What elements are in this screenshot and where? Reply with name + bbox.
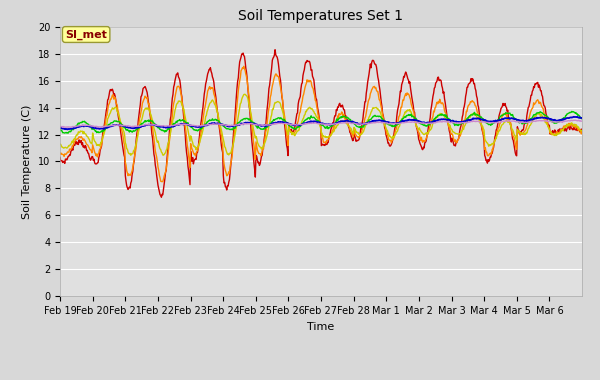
TC1_4Cm [376,98,383,102]
TC1_32Cm [118,123,125,128]
TC1_4Cm [240,64,247,68]
TC1_50Cm [260,123,267,127]
Line: TC1_16Cm: TC1_16Cm [60,111,582,133]
TC1_4Cm [214,112,221,116]
TC1_4Cm [56,151,64,155]
TC1_32Cm [405,118,412,122]
TC1_16Cm [240,117,247,121]
TC1_8Cm [118,121,125,125]
Line: TC1_32Cm: TC1_32Cm [60,117,582,130]
TC1_2Cm [271,48,278,52]
TC1_16Cm [260,126,267,131]
Line: TC1_2Cm: TC1_2Cm [60,50,582,197]
TC1_4Cm [159,179,166,184]
Line: TC1_8Cm: TC1_8Cm [60,94,582,155]
TC1_4Cm [241,66,248,71]
X-axis label: Time: Time [307,322,335,332]
TC1_16Cm [405,112,412,117]
Line: TC1_4Cm: TC1_4Cm [60,66,582,182]
TC1_32Cm [578,116,586,120]
TC1_50Cm [59,125,67,130]
TC1_32Cm [376,118,383,122]
TC1_2Cm [240,53,247,58]
TC1_2Cm [376,87,383,92]
Y-axis label: Soil Temperature (C): Soil Temperature (C) [22,105,32,218]
TC1_8Cm [241,92,248,97]
TC1_16Cm [118,123,125,128]
TC1_32Cm [214,122,221,126]
TC1_8Cm [56,142,64,146]
TC1_8Cm [240,92,247,97]
TC1_16Cm [214,119,221,123]
TC1_8Cm [127,153,134,158]
TC1_2Cm [406,81,413,86]
TC1_50Cm [578,119,586,123]
TC1_50Cm [56,124,64,129]
TC1_2Cm [56,155,64,160]
TC1_8Cm [406,109,413,113]
TC1_2Cm [118,134,125,139]
TC1_50Cm [214,122,221,127]
Line: TC1_50Cm: TC1_50Cm [60,120,582,127]
TC1_16Cm [376,114,383,119]
TC1_16Cm [65,131,72,135]
TC1_32Cm [240,121,247,126]
TC1_2Cm [260,144,267,149]
TC1_8Cm [260,142,268,147]
TC1_50Cm [240,121,247,126]
TC1_16Cm [56,128,64,132]
Text: SI_met: SI_met [65,29,107,40]
TC1_2Cm [578,129,586,134]
TC1_4Cm [578,129,586,134]
TC1_16Cm [578,116,586,121]
TC1_4Cm [406,93,413,97]
Title: Soil Temperatures Set 1: Soil Temperatures Set 1 [239,9,404,23]
TC1_50Cm [571,118,578,122]
TC1_2Cm [214,112,221,117]
TC1_2Cm [158,195,165,200]
TC1_4Cm [118,126,125,131]
TC1_32Cm [56,126,64,130]
TC1_50Cm [376,120,383,125]
TC1_8Cm [578,128,586,133]
TC1_32Cm [570,114,577,119]
TC1_16Cm [568,109,575,114]
TC1_8Cm [214,112,221,117]
TC1_50Cm [118,124,125,128]
TC1_50Cm [405,120,412,124]
TC1_8Cm [376,109,383,114]
TC1_4Cm [260,139,268,144]
Legend: TC1_2Cm, TC1_4Cm, TC1_8Cm, TC1_16Cm, TC1_32Cm, TC1_50Cm: TC1_2Cm, TC1_4Cm, TC1_8Cm, TC1_16Cm, TC1… [52,377,590,380]
TC1_32Cm [260,124,267,128]
TC1_32Cm [64,127,71,132]
